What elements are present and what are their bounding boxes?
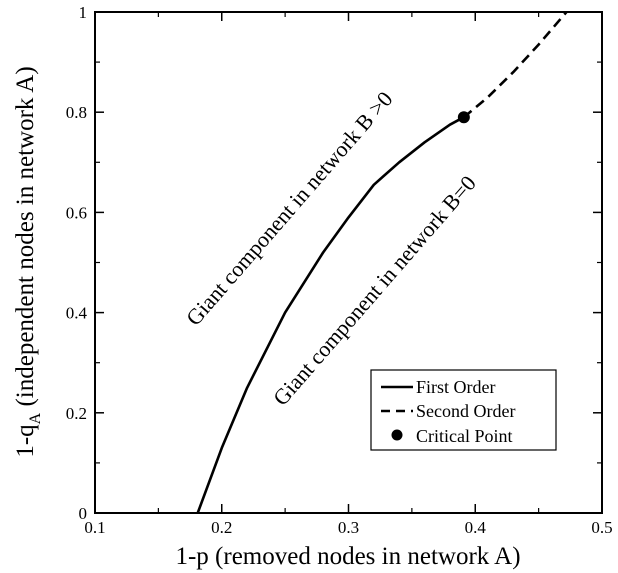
series-second-order-line	[462, 11, 568, 119]
y-tick-label: 0	[79, 504, 88, 523]
legend-marker-critical-point	[391, 429, 403, 441]
critical-point-marker	[457, 111, 470, 124]
ticks: 0.1 0.2 0.3 0.4 0.5 0 0.2 0.4 0.6 0.8 1	[66, 3, 613, 537]
y-axis-title-subscript: A	[27, 412, 44, 424]
y-axis-title: 1-qA (independent nodes in network A)	[12, 66, 44, 457]
legend-label-second-order: Second Order	[416, 401, 515, 421]
x-tick-label: 0.1	[84, 518, 105, 537]
y-tick-label: 0.4	[66, 304, 88, 323]
legend: First Order Second Order Critical Point	[370, 369, 557, 451]
x-tick-label: 0.5	[591, 518, 612, 537]
y-tick-label: 0.2	[66, 404, 87, 423]
y-tick-label: 1	[79, 3, 88, 22]
legend-label-critical-point: Critical Point	[416, 426, 513, 446]
x-axis-title: 1-p (removed nodes in network A)	[175, 543, 520, 570]
series-layer	[196, 11, 568, 514]
legend-label-first-order: First Order	[416, 377, 496, 397]
x-tick-label: 0.4	[465, 518, 487, 537]
y-axis-title-rest: (independent nodes in network A)	[12, 66, 39, 412]
y-axis-title-main: 1-q	[12, 424, 39, 458]
x-tick-label: 0.2	[211, 518, 232, 537]
x-tick-label: 0.3	[338, 518, 359, 537]
series-first-order-line	[196, 116, 465, 514]
y-tick-label: 0.6	[66, 203, 87, 222]
y-tick-label: 0.8	[66, 103, 87, 122]
